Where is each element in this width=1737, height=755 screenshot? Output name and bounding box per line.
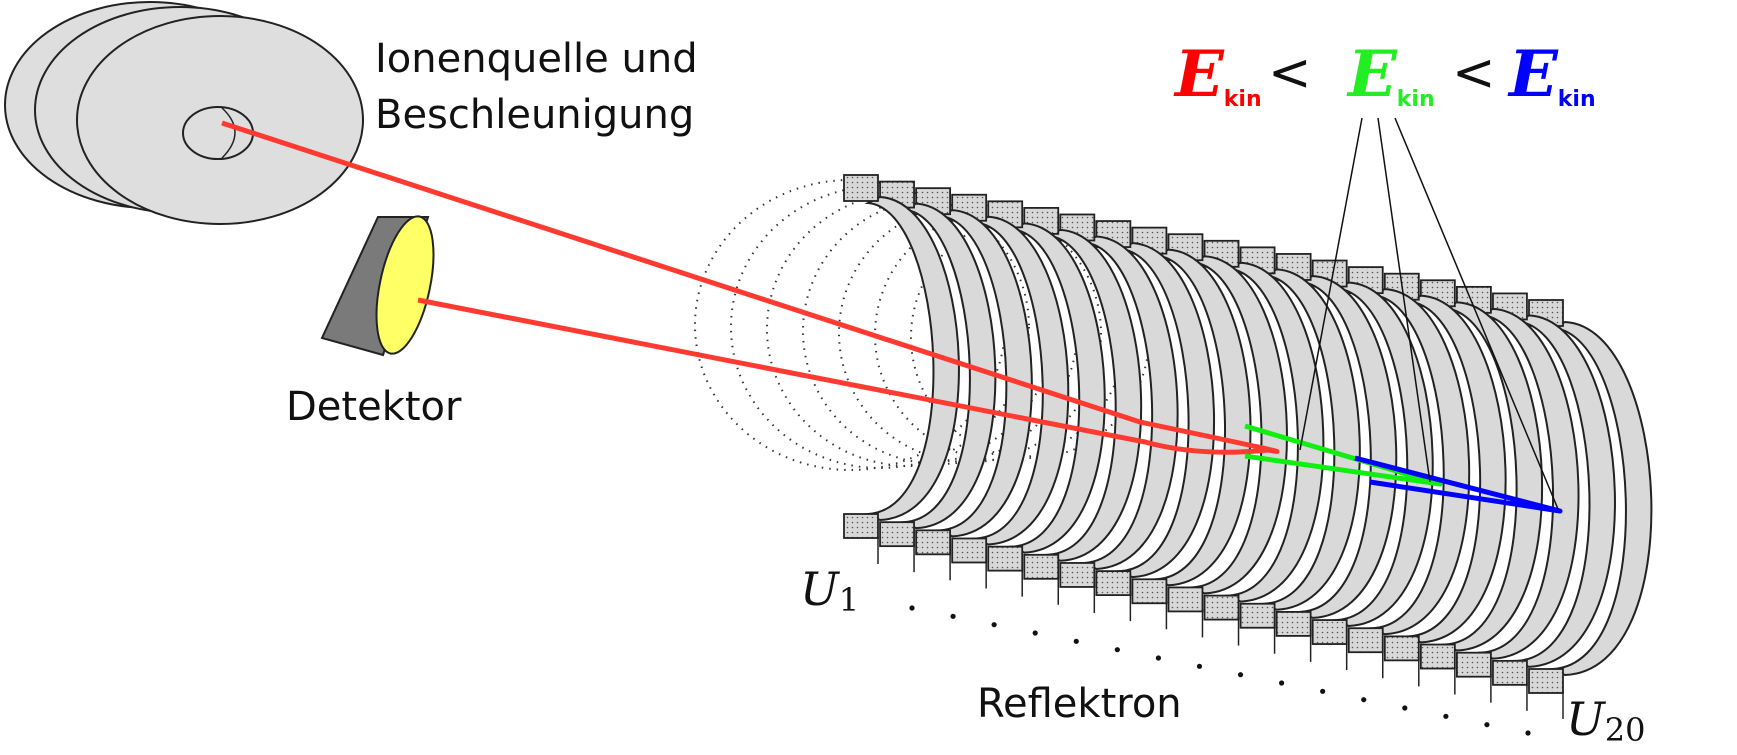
ion-trajectories (221, 120, 1563, 514)
reflectron-label: Reflektron (977, 681, 1182, 727)
voltage-dot (909, 605, 915, 611)
reflectron-electrode (879, 180, 997, 573)
voltage-dot (1279, 680, 1285, 686)
voltage-u20-label: U20 (1566, 692, 1646, 749)
ekin-green: Ekin (1346, 37, 1435, 112)
ion-source-label-line1: Ionenquelle und (375, 36, 698, 82)
reflectron-electrodes (843, 174, 1653, 719)
reflectron-electrode (843, 174, 960, 564)
voltage-divider-dots (909, 605, 1531, 736)
voltage-dot (1443, 713, 1449, 719)
voltage-u1-label: U1 (800, 562, 859, 619)
voltage-dot (1402, 705, 1408, 711)
voltage-dot (1237, 672, 1244, 678)
pointer-line-red (1299, 117, 1363, 451)
ion-path-green (1244, 423, 1443, 487)
dotted-ring (838, 203, 1102, 463)
detector-face (375, 215, 435, 355)
energy-legend: Ekin < Ekin < Ekin (1173, 37, 1596, 112)
detector (320, 215, 435, 357)
reflectron-electrode (987, 200, 1106, 597)
voltage-dot (1320, 688, 1326, 694)
reflectron-electrode (915, 187, 1033, 581)
voltage-dot (1032, 630, 1038, 636)
reflectron-electrode (1311, 259, 1434, 671)
pointer-line-green (1377, 117, 1431, 483)
voltage-dot (1155, 655, 1161, 661)
ekin-blue: Ekin (1507, 37, 1596, 112)
voltage-dot (1361, 697, 1367, 703)
ion-source (4, 1, 364, 225)
ion-source-label-line2: Beschleunigung (375, 92, 694, 138)
source-plate-front (76, 15, 364, 225)
less-than-1: < (1268, 43, 1312, 103)
reflectron-electrode (1131, 226, 1252, 630)
reflectron (694, 174, 1653, 736)
voltage-dot (1073, 638, 1079, 644)
reflectron-electrode (1347, 266, 1471, 679)
energy-pointer-lines (1299, 117, 1559, 510)
voltage-dot (1525, 730, 1531, 736)
voltage-dot (1484, 722, 1490, 728)
detector-label: Detektor (286, 384, 462, 430)
voltage-dot (950, 613, 956, 619)
voltage-dot (1196, 663, 1203, 669)
ion-path-red (221, 120, 1280, 455)
ekin-red: Ekin (1173, 37, 1262, 112)
reflectron-electrode (1095, 220, 1215, 622)
voltage-dot (991, 622, 997, 628)
pointer-line-blue (1394, 117, 1559, 510)
voltage-dot (1114, 647, 1120, 653)
ion-path-blue (1354, 455, 1563, 514)
less-than-2: < (1452, 43, 1496, 103)
